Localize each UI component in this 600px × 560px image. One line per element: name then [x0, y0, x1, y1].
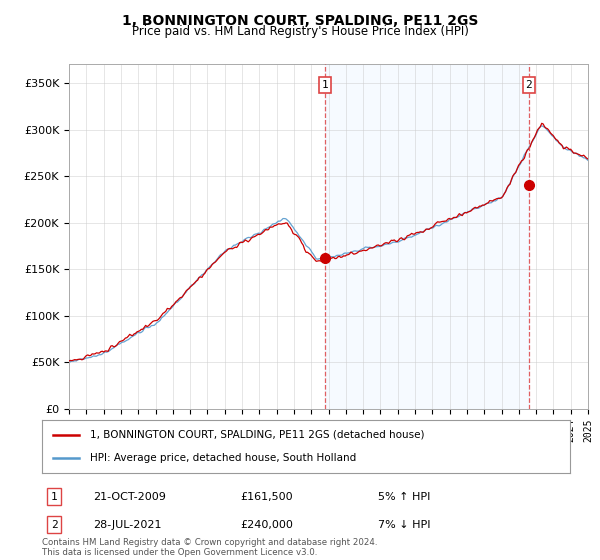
Text: 1, BONNINGTON COURT, SPALDING, PE11 2GS: 1, BONNINGTON COURT, SPALDING, PE11 2GS [122, 14, 478, 28]
Text: £161,500: £161,500 [240, 492, 293, 502]
Text: 2: 2 [50, 520, 58, 530]
Text: 28-JUL-2021: 28-JUL-2021 [93, 520, 161, 530]
Text: 1: 1 [50, 492, 58, 502]
Text: 21-OCT-2009: 21-OCT-2009 [93, 492, 166, 502]
Text: Contains HM Land Registry data © Crown copyright and database right 2024.
This d: Contains HM Land Registry data © Crown c… [42, 538, 377, 557]
Text: HPI: Average price, detached house, South Holland: HPI: Average price, detached house, Sout… [89, 453, 356, 463]
Text: Price paid vs. HM Land Registry's House Price Index (HPI): Price paid vs. HM Land Registry's House … [131, 25, 469, 38]
Bar [325, 64, 529, 409]
Text: 1: 1 [322, 80, 328, 90]
Text: 5% ↑ HPI: 5% ↑ HPI [378, 492, 430, 502]
Text: £240,000: £240,000 [240, 520, 293, 530]
Text: 1, BONNINGTON COURT, SPALDING, PE11 2GS (detached house): 1, BONNINGTON COURT, SPALDING, PE11 2GS … [89, 430, 424, 440]
Text: 2: 2 [525, 80, 532, 90]
Text: 7% ↓ HPI: 7% ↓ HPI [378, 520, 431, 530]
